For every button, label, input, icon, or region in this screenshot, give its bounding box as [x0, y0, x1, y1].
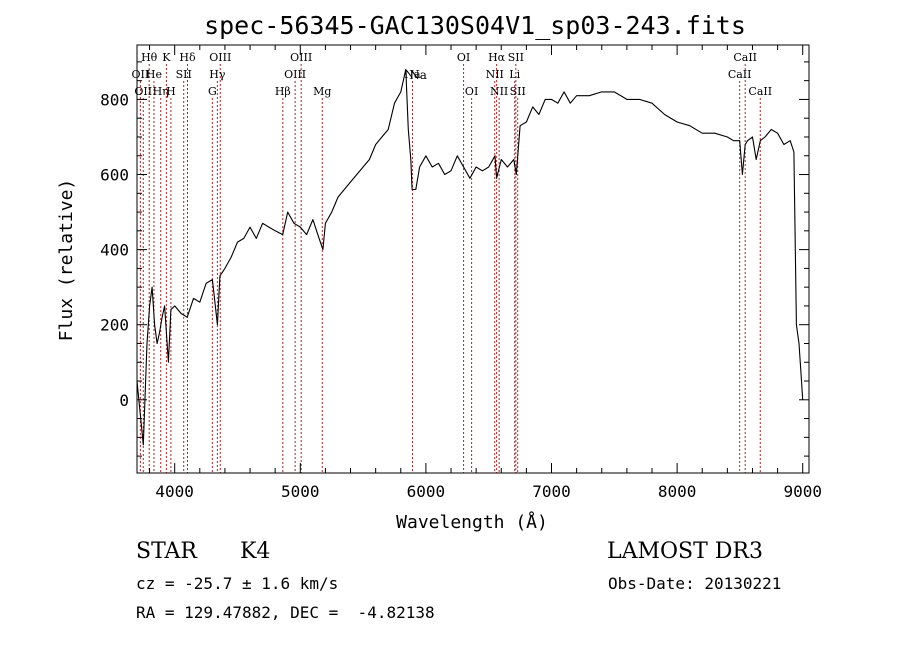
line-label-hα: Hα: [488, 51, 506, 64]
x-tick-label: 9000: [783, 482, 822, 501]
line-label-k: K: [162, 51, 171, 64]
line-label-g: G: [208, 85, 217, 98]
line-label-hθ: Hθ: [141, 51, 158, 64]
line-label-oiii: OIII: [209, 51, 231, 64]
x-tick-label: 4000: [155, 482, 194, 501]
line-label-li: Li: [509, 68, 520, 81]
line-label-oiii: OIII: [290, 51, 312, 64]
line-label-sii: SII: [176, 68, 192, 81]
line-label-hδ: Hδ: [179, 51, 196, 64]
spectrum-series-line: [136, 68, 804, 446]
line-label-caii: CaII: [733, 51, 757, 64]
observation-date: Obs-Date: 20130221: [608, 574, 782, 593]
line-label-oii: OII: [134, 85, 152, 98]
chart-title: spec-56345-GAC130S04V1_sp03-243.fits: [204, 11, 746, 40]
y-tick-label: 0: [119, 391, 129, 410]
y-axis-label: Flux (relative): [56, 179, 77, 342]
line-label-nii: NII: [490, 85, 508, 98]
y-tick-label: 200: [100, 316, 129, 335]
line-label-na: Na: [404, 68, 421, 81]
object-subclass: K4: [240, 539, 271, 564]
line-label-hη: Hη: [153, 85, 169, 98]
line-label-sii: SII: [508, 51, 524, 64]
line-label-hβ: Hβ: [275, 85, 291, 98]
x-tick-label: 5000: [281, 482, 320, 501]
object-class: STAR: [136, 539, 197, 564]
line-label-hγ: Hγ: [209, 68, 226, 81]
line-label-he: He: [146, 68, 162, 81]
na-annotation: Na: [409, 68, 427, 82]
line-label-caii: CaII: [748, 85, 772, 98]
y-axis: 0 200 400 600 800: [100, 61, 809, 457]
line-label-h: H: [166, 85, 176, 98]
x-axis: 4000 5000 6000 7000 8000 9000: [149, 45, 822, 501]
line-label-caii: CaII: [728, 68, 752, 81]
y-tick-label: 800: [100, 90, 129, 109]
y-tick-label: 400: [100, 241, 129, 260]
x-tick-label: 6000: [407, 482, 446, 501]
line-label-oiii: OIII: [284, 68, 306, 81]
line-marker-layer: [139, 64, 761, 473]
line-label-sii: SII: [510, 85, 526, 98]
plot-frame: [136, 44, 810, 474]
ra-dec-coordinates: RA = 129.47882, DEC = -4.82138: [136, 603, 435, 622]
y-tick-label: 600: [100, 166, 129, 185]
redshift-velocity: cz = -25.7 ± 1.6 km/s: [136, 574, 339, 593]
x-tick-label: 8000: [658, 482, 697, 501]
x-axis-label: Wavelength (Å): [396, 511, 548, 533]
survey-name: LAMOST DR3: [607, 539, 763, 564]
line-label-oii: OII: [132, 68, 150, 81]
x-tick-label: 7000: [532, 482, 571, 501]
line-label-oi: OI: [465, 85, 478, 98]
line-label-oi: OI: [457, 51, 470, 64]
line-label-nii: NII: [486, 68, 504, 81]
line-label-mg: Mg: [313, 85, 331, 98]
line-label-layer: OIIOIIHθHeHηKHSIIHδGHγOIIIHβOIIIOIIIMgNa…: [132, 51, 773, 98]
